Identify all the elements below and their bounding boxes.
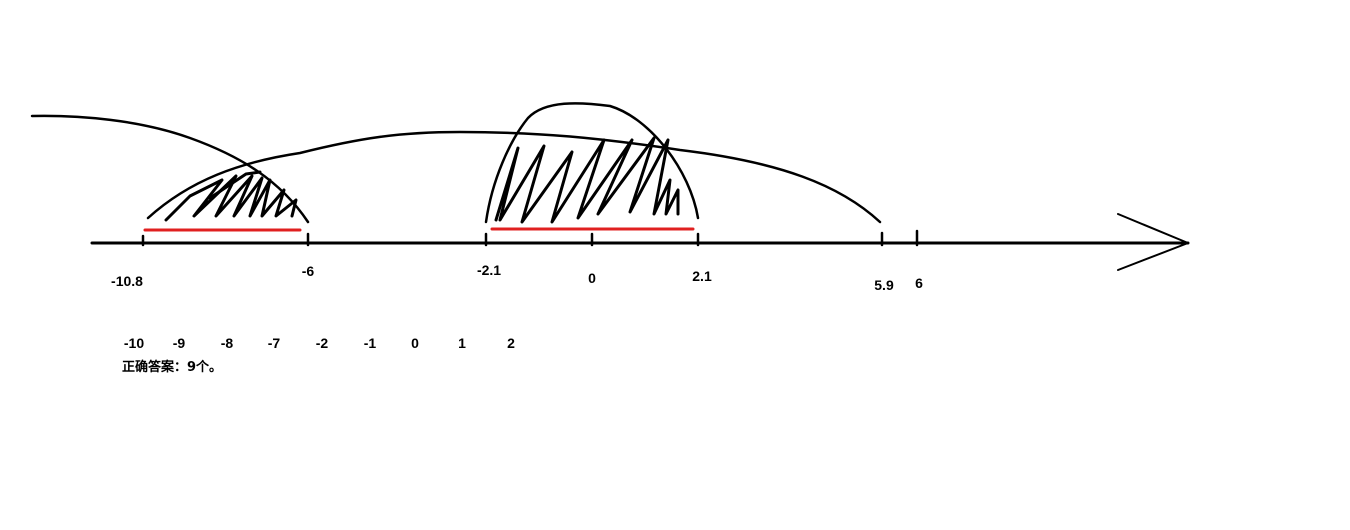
label-neg-6: -6 [301, 263, 315, 279]
integer-solution: 2 [507, 335, 515, 351]
label-neg-10-8: -10.8 [111, 273, 143, 289]
label-pos-5-9: 5.9 [874, 277, 894, 293]
integer-solution: -1 [363, 335, 377, 351]
label-pos-2-1: 2.1 [692, 268, 712, 284]
integer-solution: 1 [458, 335, 466, 351]
label-zero: 0 [588, 270, 596, 286]
integer-solution: -9 [172, 335, 186, 351]
integer-solution: -7 [267, 335, 281, 351]
integer-solution: 0 [411, 335, 419, 351]
arc-wide [146, 130, 882, 224]
axis-ticks [141, 229, 919, 247]
integer-solution: -8 [220, 335, 234, 351]
arc-middle [484, 102, 700, 224]
answer-text: 正确答案：9个。 [122, 360, 223, 375]
label-pos-6: 6 [915, 275, 923, 291]
integer-solution: -10 [123, 335, 145, 351]
integer-solution: -2 [315, 335, 329, 351]
axis-arrow-head [1117, 213, 1189, 271]
hatching-left [164, 170, 298, 222]
label-neg-2-1: -2.1 [476, 262, 502, 278]
arc-left-long [30, 114, 310, 224]
hatching-middle [494, 136, 680, 224]
